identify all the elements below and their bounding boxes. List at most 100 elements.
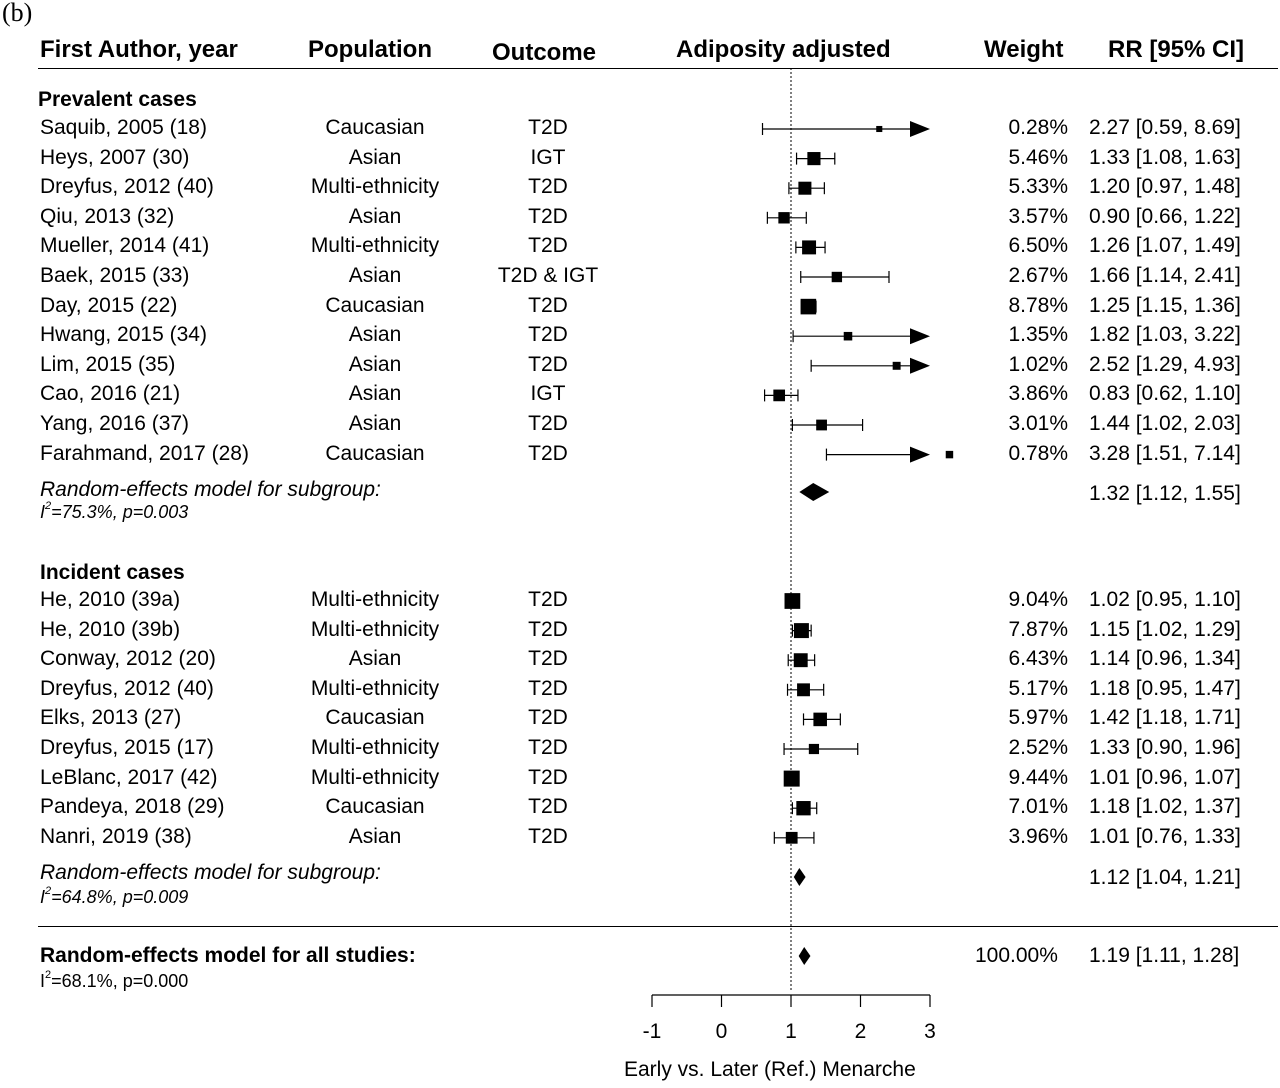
study-weight: 8.78% — [1008, 293, 1068, 317]
study-rr: 1.18 [1.02, 1.37] — [1089, 795, 1241, 819]
study-rr: 2.27 [0.59, 8.69] — [1089, 116, 1241, 139]
subgroup-summary-label-prevalent: Random-effects model for subgroup: — [40, 478, 381, 501]
study-point — [798, 181, 812, 195]
study-rr: 0.83 [0.62, 1.10] — [1089, 382, 1241, 406]
overall-rule — [38, 926, 1278, 927]
study-weight: 0.78% — [1008, 441, 1068, 465]
overall-weight: 100.00% — [975, 944, 1058, 967]
study-outcome: T2D — [528, 736, 568, 759]
study-rr: 1.15 [1.02, 1.29] — [1089, 617, 1241, 641]
panel-label: (b) — [2, 0, 33, 27]
study-author: Farahmand, 2017 (28) — [40, 441, 249, 465]
study-outcome: T2D — [528, 617, 568, 641]
study-rr: 1.33 [0.90, 1.96] — [1089, 736, 1241, 759]
study-outcome: T2D — [528, 234, 568, 258]
ci-arrow — [910, 446, 930, 463]
study-point — [784, 593, 801, 609]
study-population: Asian — [348, 264, 402, 287]
header-outcome: Outcome — [492, 39, 597, 66]
study-rr: 1.82 [1.03, 3.22] — [1089, 323, 1241, 347]
study-point — [800, 298, 817, 315]
subgroup-summary-label-incident: Random-effects model for subgroup: — [40, 861, 381, 884]
study-population: Asian — [348, 204, 402, 228]
study-population: Caucasian — [325, 795, 425, 819]
study-outcome: T2D — [528, 676, 568, 700]
study-weight: 6.43% — [1008, 647, 1068, 671]
study-outcome: T2D — [528, 293, 568, 317]
study-population: Asian — [348, 647, 402, 671]
study-author: Dreyfus, 2015 (17) — [40, 736, 214, 759]
study-population: Caucasian — [325, 441, 425, 465]
heterogeneity-incident: I2=64.8%, p=0.009 — [40, 885, 189, 907]
study-rr: 1.44 [1.02, 2.03] — [1089, 412, 1241, 435]
study-author: Heys, 2007 (30) — [40, 145, 190, 169]
study-weight: 5.97% — [1008, 706, 1068, 730]
study-weight: 1.35% — [1008, 323, 1068, 347]
study-outcome: IGT — [530, 382, 566, 406]
study-rr: 1.18 [0.95, 1.47] — [1089, 676, 1241, 700]
study-outcome: T2D — [528, 323, 568, 347]
study-author: He, 2010 (39b) — [40, 617, 181, 641]
study-rr: 1.14 [0.96, 1.34] — [1089, 647, 1241, 671]
study-weight: 5.46% — [1008, 145, 1068, 169]
study-weight: 9.04% — [1008, 588, 1068, 611]
x-tick-label: 3 — [924, 1020, 936, 1043]
summary-diamond-overall — [798, 947, 811, 965]
x-tick-label: -1 — [643, 1020, 662, 1043]
study-point — [892, 361, 901, 370]
study-author: Nanri, 2019 (38) — [40, 824, 192, 848]
study-population: Multi-ethnicity — [310, 175, 440, 199]
x-tick-label: 2 — [855, 1020, 867, 1043]
overall-rr: 1.19 [1.11, 1.28] — [1089, 944, 1240, 967]
study-population: Multi-ethnicity — [310, 736, 440, 759]
study-point — [793, 653, 808, 668]
study-weight: 0.28% — [1008, 116, 1068, 139]
x-axis-label: Early vs. Later (Ref.) Menarche — [624, 1058, 916, 1081]
study-author: Baek, 2015 (33) — [40, 264, 190, 287]
x-tick-label: 1 — [785, 1020, 797, 1043]
study-rr: 1.42 [1.18, 1.71] — [1089, 706, 1241, 730]
study-rr: 1.66 [1.14, 2.41] — [1089, 264, 1241, 287]
study-population: Asian — [348, 382, 402, 406]
study-weight: 9.44% — [1008, 765, 1068, 789]
study-point — [796, 801, 811, 816]
header-plot-title: Adiposity adjusted — [676, 36, 891, 63]
study-author: Cao, 2016 (21) — [40, 382, 181, 406]
study-population: Caucasian — [325, 293, 425, 317]
header-rr: RR [95% CI] — [1108, 36, 1245, 63]
study-population: Asian — [348, 352, 402, 376]
study-rr: 1.25 [1.15, 1.36] — [1089, 293, 1241, 317]
study-point — [778, 212, 790, 224]
heterogeneity-overall: I2=68.1%, p=0.000 — [40, 969, 189, 991]
study-rr: 3.28 [1.51, 7.14] — [1089, 441, 1241, 465]
study-point — [783, 770, 800, 787]
study-weight: 1.02% — [1008, 352, 1068, 376]
study-population: Multi-ethnicity — [310, 765, 440, 789]
study-rr: 1.33 [1.08, 1.63] — [1089, 145, 1241, 169]
study-outcome: T2D — [528, 204, 568, 228]
study-author: Hwang, 2015 (34) — [40, 323, 207, 347]
study-outcome: T2D — [528, 175, 568, 199]
header-population: Population — [308, 36, 432, 63]
study-weight: 7.87% — [1008, 617, 1068, 641]
study-point — [802, 240, 817, 255]
study-population: Asian — [348, 323, 402, 347]
study-population: Multi-ethnicity — [310, 588, 440, 611]
study-point — [843, 331, 853, 341]
study-rr: 0.90 [0.66, 1.22] — [1089, 204, 1241, 228]
study-outcome: T2D — [528, 824, 568, 848]
study-point — [785, 831, 798, 844]
study-author: Mueller, 2014 (41) — [40, 234, 210, 258]
study-author: Conway, 2012 (20) — [40, 647, 216, 671]
study-weight: 3.96% — [1008, 824, 1068, 848]
study-outcome: T2D — [528, 352, 568, 376]
study-population: Asian — [348, 824, 402, 848]
study-author: Lim, 2015 (35) — [40, 352, 176, 376]
header-author: First Author, year — [40, 36, 238, 63]
study-outcome: T2D & IGT — [497, 264, 599, 287]
study-outcome: T2D — [528, 706, 568, 730]
study-point — [816, 419, 827, 431]
study-point — [813, 712, 827, 727]
study-rr: 1.01 [0.96, 1.07] — [1089, 765, 1241, 789]
